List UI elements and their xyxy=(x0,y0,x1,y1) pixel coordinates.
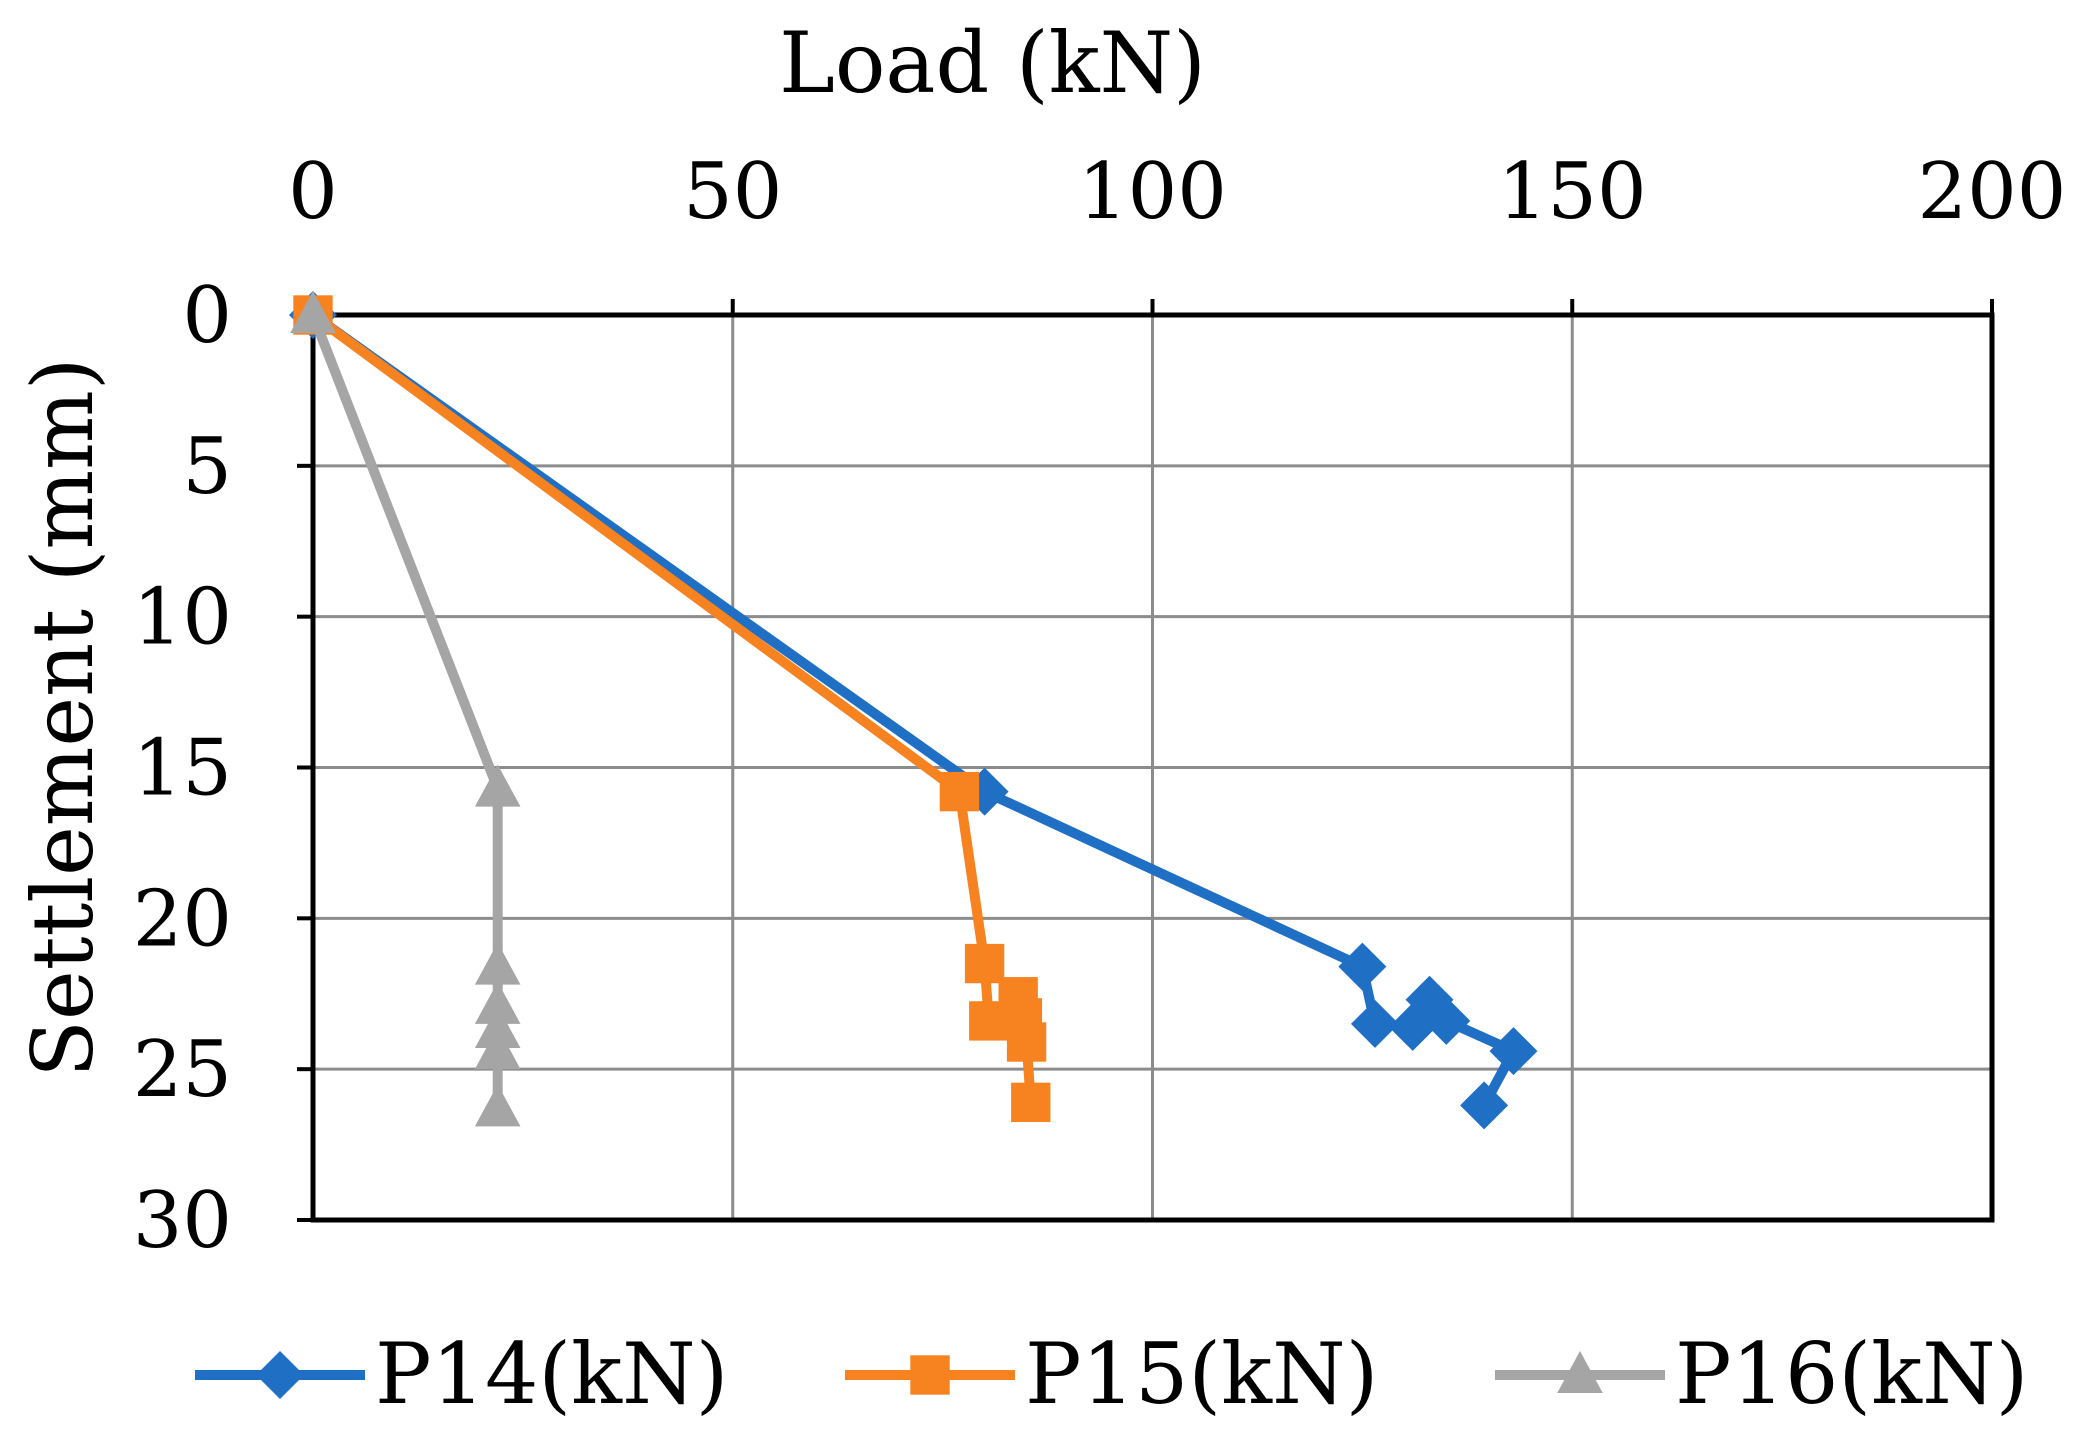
x-tick-label: 200 xyxy=(1918,147,2067,237)
data-point xyxy=(964,943,1005,984)
legend-label: P16(kN) xyxy=(1675,1325,2028,1423)
gridlines xyxy=(297,299,1994,1222)
data-point xyxy=(256,1351,304,1399)
data-point xyxy=(474,1027,521,1070)
legend-item: P14(kN) xyxy=(195,1325,728,1423)
data-point xyxy=(474,1084,521,1127)
plot-area-border xyxy=(310,312,1995,1223)
data-point xyxy=(474,764,521,807)
y-tick-label: 20 xyxy=(133,874,232,964)
y-tick-labels: 0 5 10 15 20 25 30 xyxy=(133,271,232,1266)
y-tick-label: 25 xyxy=(133,1025,232,1115)
x-tick-label: 0 xyxy=(288,147,338,237)
data-point xyxy=(474,1005,521,1048)
data-point xyxy=(474,981,521,1024)
data-point xyxy=(1460,1081,1509,1130)
legend-item: P16(kN) xyxy=(1495,1325,2028,1423)
legend-item: P15(kN) xyxy=(845,1325,1378,1423)
y-tick-label: 30 xyxy=(133,1176,232,1266)
data-point xyxy=(1006,1022,1047,1062)
data-point xyxy=(1422,996,1471,1045)
data-point xyxy=(1011,1082,1051,1123)
y-tick-label: 10 xyxy=(133,573,232,663)
x-tick-label: 150 xyxy=(1498,147,1647,237)
legend: P14(kN) P15(kN) P16(kN) xyxy=(195,1325,2028,1423)
data-point xyxy=(290,291,336,333)
y-tick-label: 5 xyxy=(182,422,232,512)
series-layer xyxy=(289,291,1538,1130)
y-tick-label: 0 xyxy=(182,271,232,361)
x-tick-label: 50 xyxy=(683,147,782,237)
data-point xyxy=(1489,1027,1538,1076)
series-P15(kN) xyxy=(293,295,1051,1123)
data-point xyxy=(910,1355,950,1395)
series-P16(kN) xyxy=(290,291,521,1127)
data-point xyxy=(1350,999,1399,1048)
legend-label: P15(kN) xyxy=(1025,1325,1378,1423)
data-point xyxy=(1557,1351,1603,1393)
x-tick-label: 100 xyxy=(1078,147,1227,237)
x-tick-labels: 0 50 100 150 200 xyxy=(288,147,2066,237)
y-tick-label: 15 xyxy=(133,724,232,814)
data-point xyxy=(1338,942,1387,991)
x-axis-title: Load (kN) xyxy=(779,14,1206,112)
legend-label: P14(kN) xyxy=(375,1325,728,1423)
data-point xyxy=(474,942,521,985)
y-axis-title: Settlement (mm) xyxy=(14,357,112,1077)
data-point xyxy=(939,771,980,812)
